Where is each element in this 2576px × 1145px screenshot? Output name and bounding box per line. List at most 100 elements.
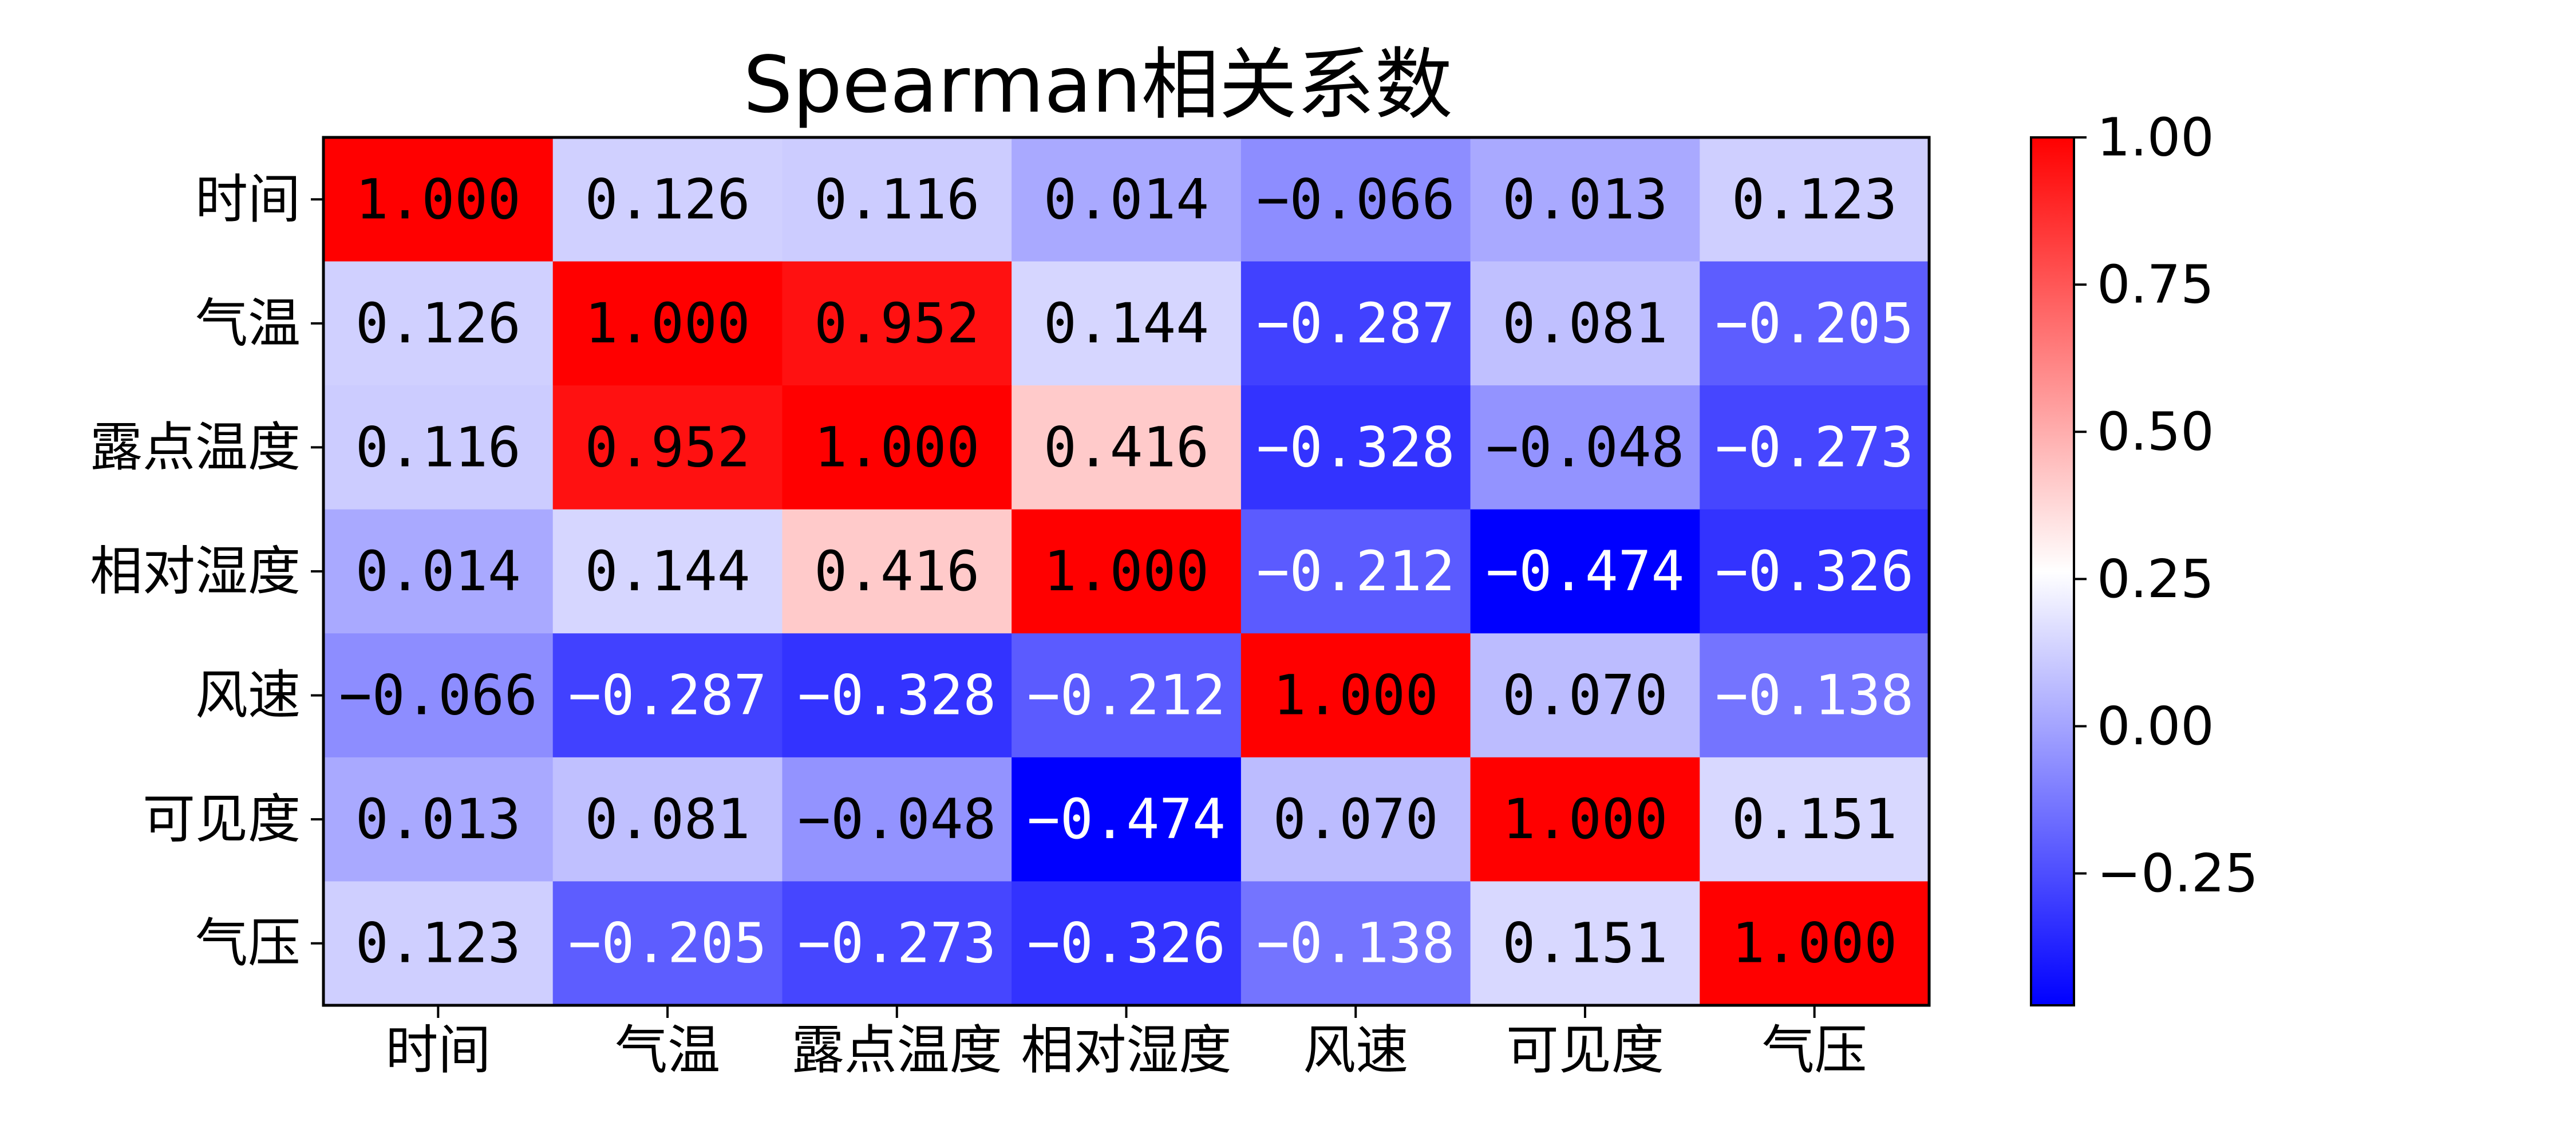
y-tick-label: 可见度 — [143, 789, 301, 850]
x-tick-label: 相对湿度 — [1021, 1020, 1231, 1081]
cell-value-label: 0.014 — [1044, 167, 1209, 231]
heatmap-cell — [1012, 385, 1242, 510]
cell-value-label: −0.138 — [1715, 664, 1914, 728]
cell-value-label: −0.287 — [568, 664, 767, 728]
cell-value-label: 0.070 — [1502, 664, 1668, 728]
cell-value-label: −0.066 — [339, 664, 538, 728]
heatmap-cell — [552, 633, 783, 758]
cell-value-label: 1.000 — [1044, 539, 1209, 603]
cell-value-label: 0.123 — [1732, 167, 1897, 231]
heatmap-cell — [552, 509, 783, 634]
heatmap-cell — [323, 881, 554, 1006]
colorbar-tick-label: 0.25 — [2097, 548, 2214, 610]
y-tick-label: 时间 — [195, 169, 301, 230]
colorbar-tick-label: −0.25 — [2097, 843, 2258, 904]
cell-value-label: −0.205 — [1715, 291, 1914, 356]
heatmap-cell — [1240, 633, 1471, 758]
heatmap-cell — [1012, 633, 1242, 758]
heatmap-cell — [1240, 137, 1471, 262]
heatmap-cell — [1012, 757, 1242, 882]
cell-value-label: 0.151 — [1732, 787, 1897, 851]
heatmap-cell — [1012, 261, 1242, 386]
heatmap-cell — [552, 757, 783, 882]
x-axis-ticks: 时间 气温 露点温度 相对湿度 风速 可见度 气压 — [385, 1005, 1867, 1081]
heatmap-cell — [1240, 261, 1471, 386]
heatmap-cell — [1700, 385, 1930, 510]
heatmap-cell — [323, 509, 554, 634]
heatmap-cell — [782, 261, 1012, 386]
colorbar-gradient — [2030, 136, 2075, 1006]
colorbar-tick-label: 1.00 — [2097, 107, 2214, 168]
colorbar: 1.00 0.75 0.50 0.25 0.00 −0.25 — [2030, 107, 2258, 1006]
cell-value-label: −0.326 — [1027, 911, 1226, 976]
heatmap-cell — [1700, 137, 1930, 262]
heatmap-cell — [1012, 137, 1242, 262]
x-tick-label: 气温 — [615, 1020, 720, 1081]
cell-value-label: 0.144 — [1044, 291, 1209, 356]
colorbar-tick-label: 0.00 — [2097, 696, 2214, 757]
heatmap-cell — [1470, 261, 1700, 386]
cell-value-label: 0.013 — [1502, 167, 1668, 231]
cell-value-label: −0.326 — [1715, 539, 1914, 603]
cell-value-label: −0.273 — [797, 911, 996, 976]
cell-value-label: −0.287 — [1257, 291, 1455, 356]
cell-value-label: 0.416 — [1044, 415, 1209, 479]
heatmap-cell — [1470, 633, 1700, 758]
heatmap-cell — [782, 881, 1012, 1006]
colorbar-tick-label: 0.50 — [2097, 401, 2214, 463]
cell-value-label: 0.151 — [1502, 911, 1668, 976]
cell-value-label: −0.138 — [1257, 911, 1455, 976]
heatmap-cell — [1240, 881, 1471, 1006]
cell-value-label: 0.116 — [814, 167, 979, 231]
cell-value-label: 0.952 — [814, 291, 979, 356]
heatmap-cell — [782, 757, 1012, 882]
cell-value-label: 0.081 — [1502, 291, 1668, 356]
cell-value-label: 0.416 — [814, 539, 979, 603]
heatmap-cell — [1700, 881, 1930, 1006]
heatmap-cell — [782, 509, 1012, 634]
heatmap-cell — [1700, 633, 1930, 758]
chart-title: Spearman相关系数 — [743, 40, 1452, 131]
heatmap-cell — [1470, 385, 1700, 510]
y-tick-label: 风速 — [195, 665, 301, 726]
heatmap-cell — [552, 261, 783, 386]
heatmap-cell — [552, 385, 783, 510]
heatmap-cell — [1012, 881, 1242, 1006]
cell-value-label: −0.066 — [1257, 167, 1455, 231]
x-tick-label: 气压 — [1762, 1020, 1867, 1081]
heatmap-cell — [1700, 261, 1930, 386]
colorbar-tick-label: 0.75 — [2097, 254, 2214, 315]
heatmap-cell — [782, 385, 1012, 510]
cell-value-label: −0.048 — [1486, 415, 1685, 479]
cell-value-label: −0.048 — [797, 787, 996, 851]
cell-value-label: 0.014 — [355, 539, 521, 603]
heatmap-cell — [552, 137, 783, 262]
cell-value-label: −0.212 — [1027, 664, 1226, 728]
cell-value-label: 0.126 — [355, 291, 521, 356]
y-tick-label: 露点温度 — [90, 417, 301, 478]
cell-value-label: 1.000 — [355, 167, 521, 231]
x-tick-label: 时间 — [385, 1020, 491, 1081]
cell-value-label: 1.000 — [814, 415, 979, 479]
heatmap-cell — [1240, 385, 1471, 510]
cell-value-label: 0.952 — [585, 415, 750, 479]
heatmap-cell — [323, 633, 554, 758]
heatmap-cell — [782, 137, 1012, 262]
heatmap-cell — [1240, 509, 1471, 634]
y-tick-label: 气温 — [195, 293, 301, 354]
heatmap-cell — [782, 633, 1012, 758]
heatmap-cell — [323, 261, 554, 386]
heatmap-cell — [1470, 509, 1700, 634]
heatmap-cell — [1470, 137, 1700, 262]
heatmap-cell — [1012, 509, 1242, 634]
heatmap-cell — [323, 757, 554, 882]
heatmap-cells: 1.000 0.126 0.116 0.014 −0.066 0.013 0.123 0.12… — [323, 137, 1930, 1006]
heatmap-cell — [323, 385, 554, 510]
cell-value-label: 0.013 — [355, 787, 521, 851]
heatmap-cell — [1240, 757, 1471, 882]
cell-value-label: 0.081 — [585, 787, 750, 851]
cell-value-label: 0.070 — [1273, 787, 1439, 851]
cell-value-label: −0.474 — [1027, 787, 1226, 851]
